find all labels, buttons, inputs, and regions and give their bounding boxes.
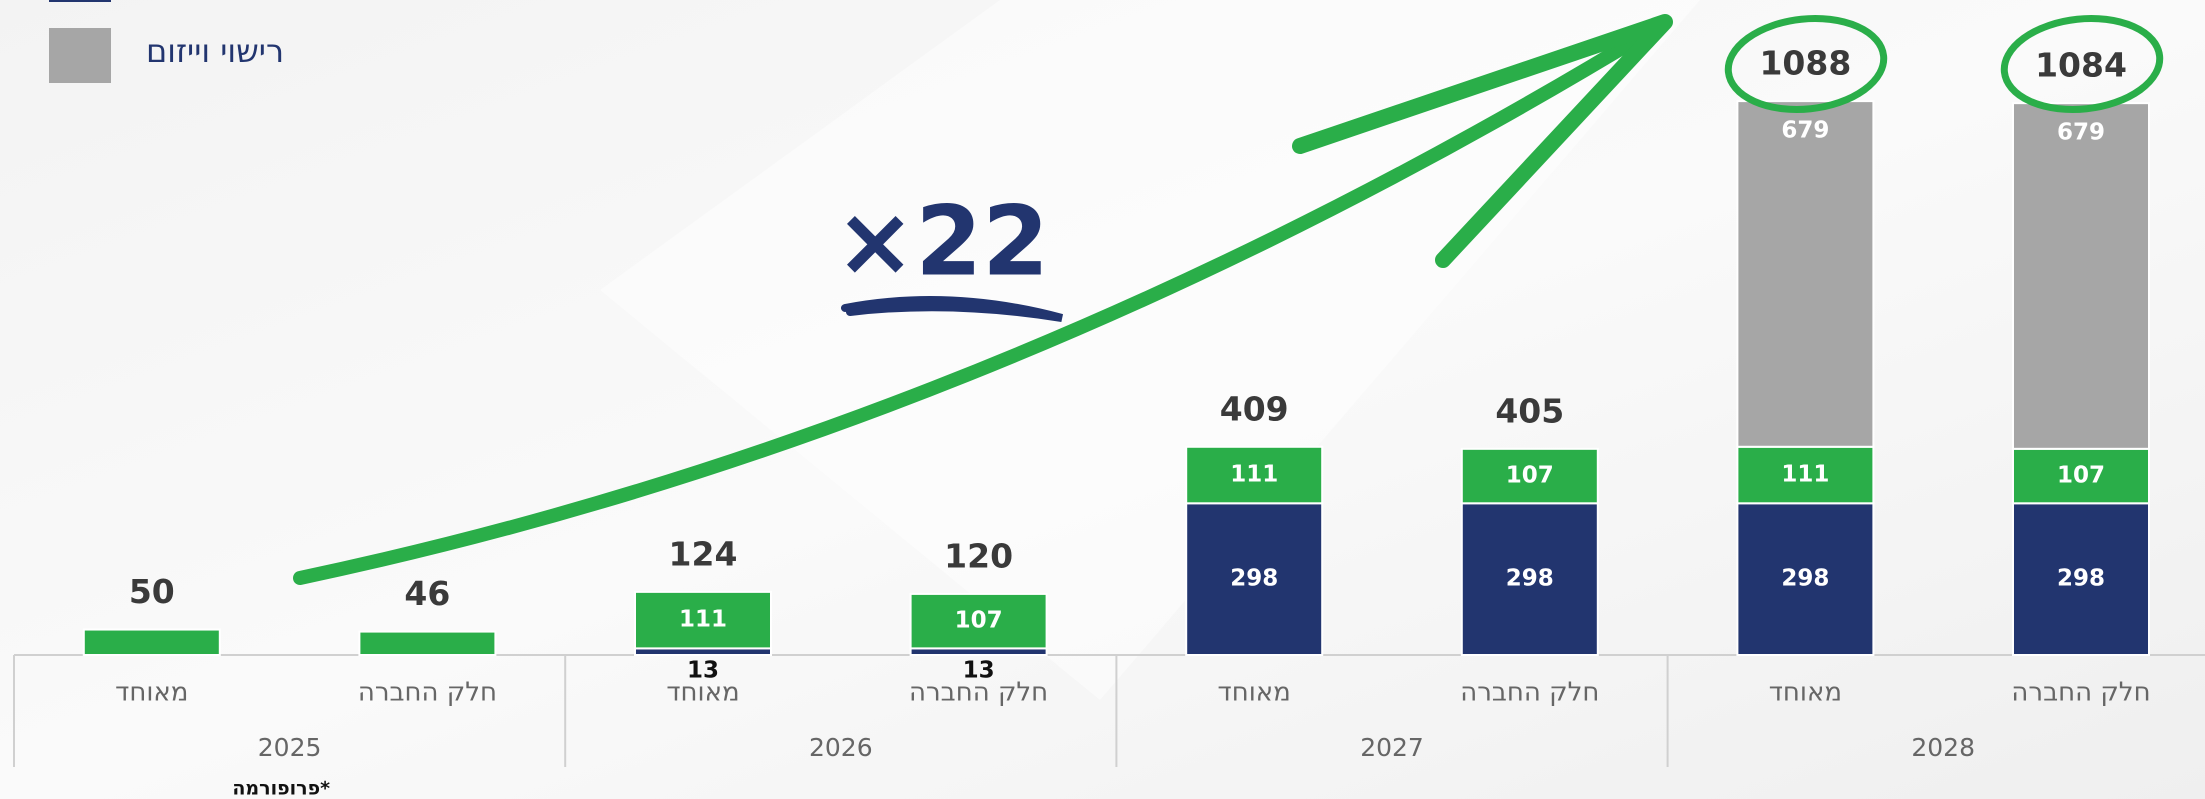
x-tick-label: מאוחד — [1218, 678, 1291, 708]
total-label: 46 — [404, 574, 450, 613]
segment-label: 111 — [679, 607, 727, 633]
x-tick-label: מאוחד — [115, 678, 188, 708]
bar-segment — [359, 632, 495, 655]
segment-label: 111 — [1781, 462, 1829, 488]
segment-label: 107 — [2057, 463, 2105, 489]
multiplier-annotation: ×22 — [835, 185, 1049, 297]
segment-label: 107 — [955, 608, 1003, 634]
bar-segment — [84, 630, 220, 655]
total-label: 120 — [944, 536, 1013, 575]
total-label: 50 — [129, 572, 175, 611]
segment-label: 679 — [2057, 120, 2105, 146]
legend-swatch — [49, 28, 111, 83]
group-label: 2028 — [1911, 733, 1975, 762]
group-label: 2025 — [258, 733, 322, 762]
segment-label: 298 — [1230, 566, 1278, 592]
bar-segment — [1737, 101, 1873, 447]
segment-label: 107 — [1506, 463, 1554, 489]
total-label: 405 — [1495, 391, 1564, 430]
x-tick-label: מאוחד — [1769, 678, 1842, 708]
chart: רישוי וייזום 2025 2026 2027 2028 מאוחד 50 חלק … — [0, 0, 2205, 799]
segment-label: 13 — [963, 658, 995, 684]
total-label: 1088 — [1759, 44, 1851, 83]
total-label: 409 — [1220, 389, 1289, 428]
segment-label: 111 — [1230, 462, 1278, 488]
group-label: 2027 — [1360, 733, 1424, 762]
footnote: פרופורמה* — [232, 778, 330, 799]
legend-label: רישוי וייזום — [146, 32, 284, 70]
total-label: 124 — [669, 534, 738, 573]
x-tick-label: חלק החברה — [358, 678, 497, 708]
bar-segment — [2013, 103, 2149, 449]
segment-label: 298 — [2057, 566, 2105, 592]
segment-label: 298 — [1506, 566, 1554, 592]
total-label: 1084 — [2035, 46, 2127, 85]
segment-label: 298 — [1781, 566, 1829, 592]
x-tick-label: חלק החברה — [1460, 678, 1599, 708]
segment-label: 679 — [1781, 118, 1829, 144]
legend-swatch-cut — [49, 0, 111, 2]
segment-label: 13 — [687, 658, 719, 684]
x-tick-label: חלק החברה — [2011, 678, 2150, 708]
group-label: 2026 — [809, 733, 873, 762]
